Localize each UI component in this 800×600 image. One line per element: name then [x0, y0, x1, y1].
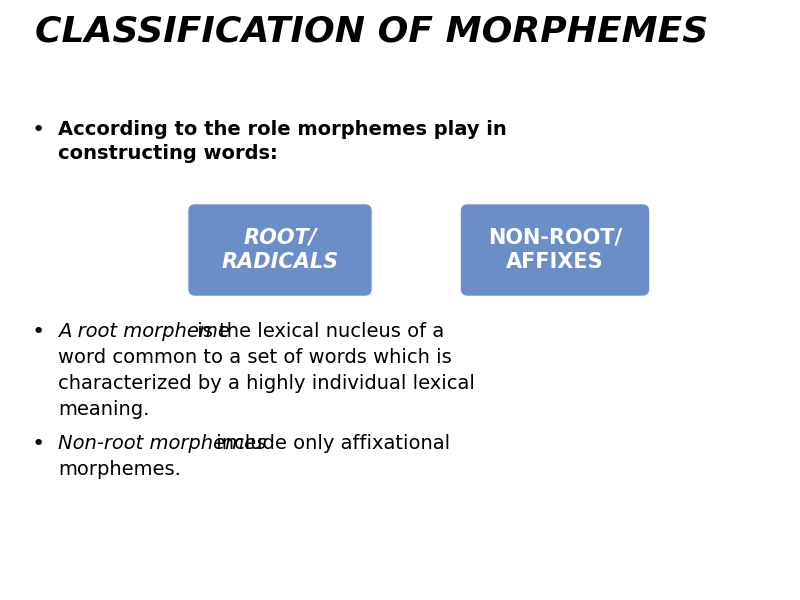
FancyBboxPatch shape [462, 205, 649, 295]
Text: characterized by a highly individual lexical: characterized by a highly individual lex… [58, 374, 475, 393]
Text: •: • [32, 322, 46, 342]
Text: morphemes.: morphemes. [58, 460, 181, 479]
Text: Non-root morphemes: Non-root morphemes [58, 434, 266, 453]
Text: •: • [32, 120, 46, 140]
Text: NON-ROOT/
AFFIXES: NON-ROOT/ AFFIXES [488, 227, 622, 272]
FancyBboxPatch shape [189, 205, 371, 295]
Text: include only affixational: include only affixational [210, 434, 450, 453]
Text: CLASSIFICATION OF MORPHEMES: CLASSIFICATION OF MORPHEMES [35, 15, 708, 49]
Text: meaning.: meaning. [58, 400, 150, 419]
Text: •: • [32, 434, 46, 454]
Text: According to the role morphemes play in
constructing words:: According to the role morphemes play in … [58, 120, 506, 163]
Text: ROOT/
RADICALS: ROOT/ RADICALS [222, 227, 338, 272]
Text: A root morpheme: A root morpheme [58, 322, 230, 341]
Text: is the lexical nucleus of a: is the lexical nucleus of a [191, 322, 444, 341]
Text: word common to a set of words which is: word common to a set of words which is [58, 348, 452, 367]
